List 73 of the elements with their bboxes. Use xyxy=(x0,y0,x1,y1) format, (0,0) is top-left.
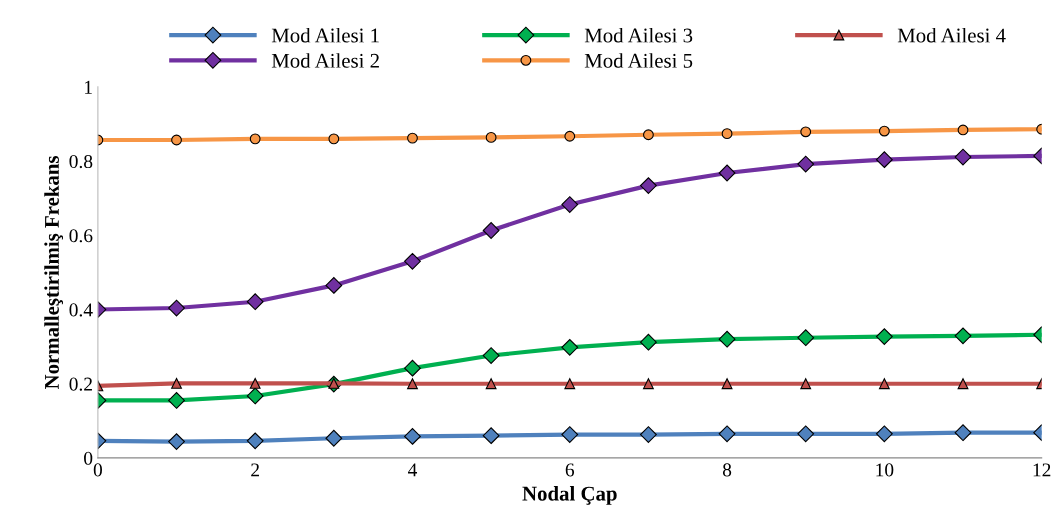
point xyxy=(249,133,261,145)
point xyxy=(325,276,343,294)
legend-label: Mod Ailesi 4 xyxy=(897,27,1006,43)
x-tick-label: 12 xyxy=(1033,463,1051,477)
point xyxy=(485,131,497,143)
y-tick-label: 0.4 xyxy=(69,303,93,317)
point xyxy=(564,130,576,142)
y-tick-label: 0.6 xyxy=(69,229,93,243)
y-tick-label: 1 xyxy=(85,80,92,94)
legend-label: Mod Ailesi 1 xyxy=(271,27,379,43)
point xyxy=(875,425,893,443)
point xyxy=(561,426,579,443)
point xyxy=(954,424,972,442)
point xyxy=(718,164,736,182)
point xyxy=(640,426,657,443)
y-tick-label: 0.2 xyxy=(69,377,92,391)
x-tick-label: 2 xyxy=(251,463,259,477)
point xyxy=(249,377,261,389)
point xyxy=(643,378,654,390)
point xyxy=(482,427,500,445)
point xyxy=(404,252,421,270)
x-tick-label: 0 xyxy=(93,463,103,477)
point xyxy=(721,378,733,390)
point xyxy=(561,196,579,213)
point xyxy=(875,328,893,346)
point xyxy=(328,133,340,145)
x-tick-label: 4 xyxy=(408,463,418,477)
x-tick-label: 8 xyxy=(722,463,732,477)
point xyxy=(171,134,182,146)
point xyxy=(485,378,497,390)
point xyxy=(954,148,972,166)
y-tick-label: 0.8 xyxy=(69,154,93,169)
point xyxy=(800,126,812,138)
point xyxy=(718,330,736,348)
point xyxy=(168,299,185,317)
point xyxy=(957,378,969,390)
x-tick-label: 6 xyxy=(565,463,575,477)
legend-label: Mod Ailesi 3 xyxy=(584,27,693,43)
point xyxy=(721,128,733,140)
point xyxy=(800,378,812,390)
point xyxy=(246,387,264,405)
point xyxy=(168,433,185,451)
point xyxy=(482,347,500,364)
point xyxy=(878,378,890,390)
x-axis-title: Nodal Çap xyxy=(522,485,617,505)
point xyxy=(171,377,182,389)
y-axis-title: Normalleştirilmiş Frekans xyxy=(44,155,64,390)
legend-label: Mod Ailesi 2 xyxy=(271,53,379,68)
point xyxy=(564,378,576,390)
point xyxy=(957,124,969,136)
legend-label: Mod Ailesi 5 xyxy=(584,53,693,68)
point xyxy=(561,338,579,356)
point xyxy=(246,293,264,311)
point xyxy=(404,427,421,445)
point xyxy=(797,155,815,173)
point xyxy=(168,392,185,409)
point xyxy=(246,432,264,450)
point xyxy=(407,132,418,144)
point xyxy=(797,329,815,347)
point xyxy=(875,151,893,169)
point xyxy=(954,327,972,345)
point xyxy=(878,125,890,137)
point xyxy=(482,222,500,239)
point xyxy=(407,378,418,390)
point xyxy=(640,177,657,195)
y-tick-label: 0 xyxy=(84,451,93,465)
x-tick-label: 10 xyxy=(876,463,894,477)
point xyxy=(325,429,343,447)
point xyxy=(797,425,815,443)
point xyxy=(640,333,657,351)
point xyxy=(643,129,654,141)
point xyxy=(718,425,736,443)
point xyxy=(404,359,421,377)
